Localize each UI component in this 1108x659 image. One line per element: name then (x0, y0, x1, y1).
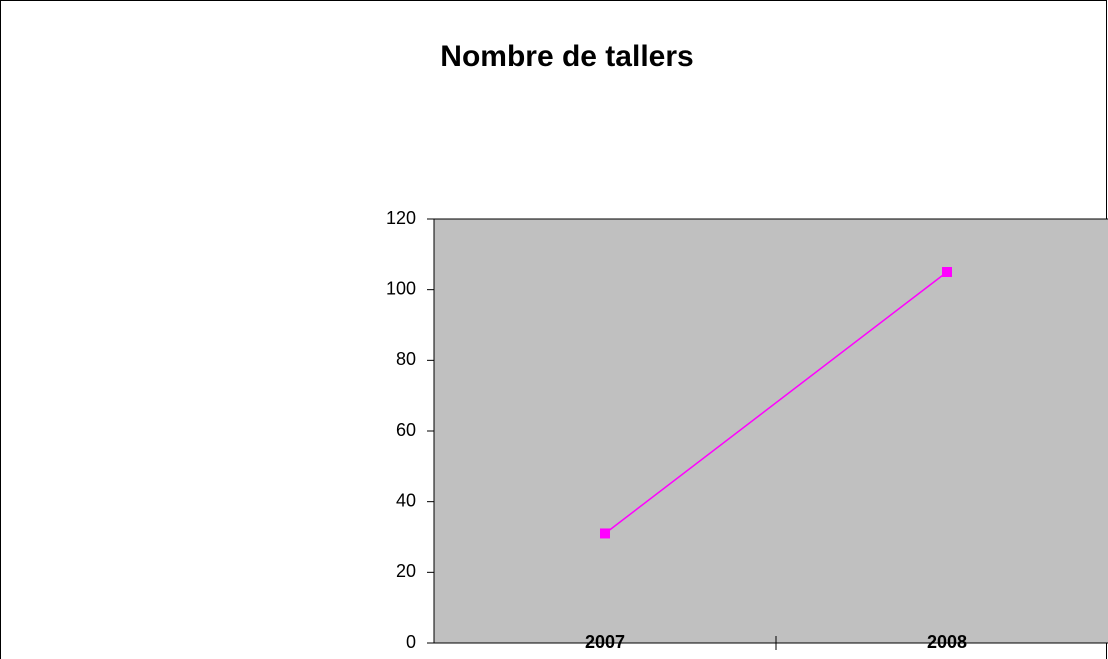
y-tick-label: 60 (396, 420, 416, 440)
marker (600, 528, 610, 539)
y-tick-label: 0 (406, 632, 416, 652)
y-tick-label: 120 (386, 208, 416, 228)
y-tick-label: 20 (396, 561, 416, 581)
line (604, 271, 948, 535)
x-tick-label: 2007 (585, 632, 625, 652)
chart-title: Nombre de tallers (440, 40, 693, 73)
y-tick-label: 40 (396, 490, 416, 510)
plot-area (433, 218, 1108, 644)
y-tick-label: 100 (386, 278, 416, 298)
y-tick-label: 80 (396, 349, 416, 369)
x-tick-label: 2008 (927, 632, 967, 652)
marker (942, 267, 952, 277)
